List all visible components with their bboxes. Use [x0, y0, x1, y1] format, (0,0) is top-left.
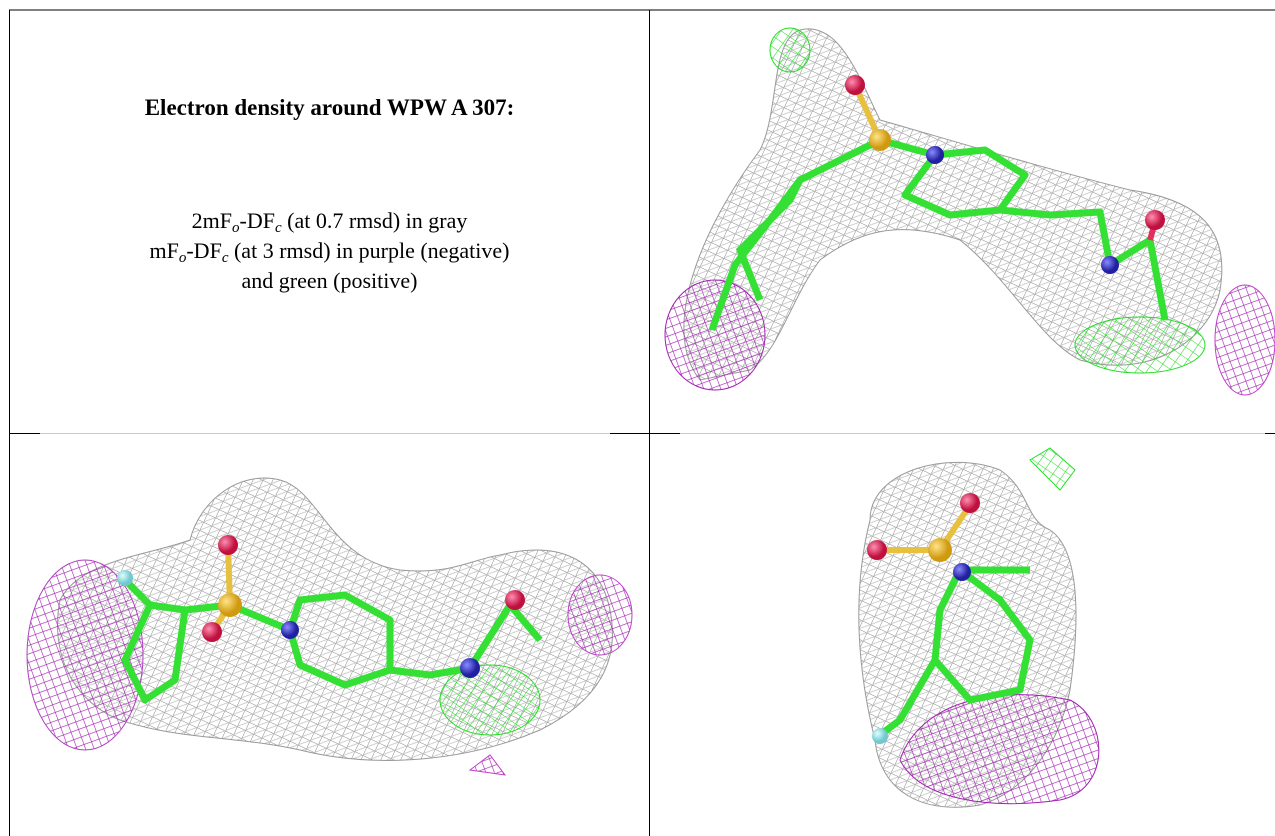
subscript: c [275, 220, 282, 236]
text: 2mF [192, 208, 232, 233]
density-view-1 [665, 28, 1275, 395]
text: (at 3 rmsd) in purple (negative) [228, 238, 509, 263]
text: and green (positive) [242, 268, 418, 293]
density-view-3 [859, 448, 1099, 807]
text: mF [150, 238, 179, 263]
text: -DF [186, 238, 221, 263]
figure [0, 0, 1275, 836]
legend-line: 2mFo-DFc (at 0.7 rmsd) in gray [10, 208, 649, 234]
legend-line: mFo-DFc (at 3 rmsd) in purple (negative) [10, 238, 649, 264]
density-view-2 [27, 478, 632, 775]
legend-line: and green (positive) [10, 268, 649, 294]
subscript: o [232, 220, 240, 236]
text: -DF [240, 208, 275, 233]
caption-title: Electron density around WPW A 307: [10, 95, 649, 121]
page: Electron density around WPW A 307: 2mFo-… [0, 0, 1275, 836]
text: (at 0.7 rmsd) in gray [282, 208, 468, 233]
